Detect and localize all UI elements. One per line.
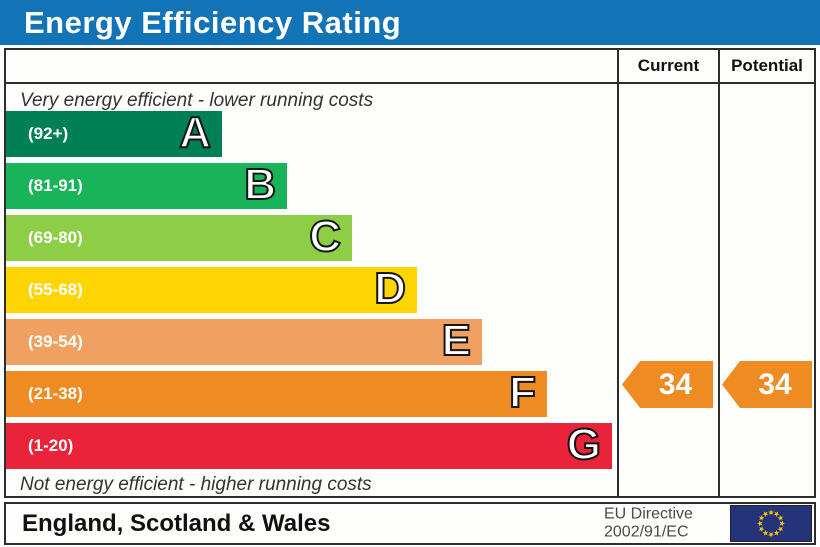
- eu-directive-label: EU Directive 2002/91/EC: [604, 505, 693, 542]
- band-c-range: (69-80): [28, 228, 83, 247]
- potential-rating-arrow: 34: [722, 361, 812, 408]
- current-column-header: Current: [637, 56, 700, 75]
- eu-flag-icon: [730, 505, 812, 542]
- potential-column-header: Potential: [731, 56, 803, 75]
- band-g-range: (1-20): [28, 436, 74, 455]
- band-b-letter: B: [243, 160, 277, 210]
- current-rating-arrow: 34: [622, 361, 713, 408]
- eu-directive-line2: 2002/91/EC: [604, 523, 689, 541]
- current-column-divider: [617, 50, 619, 496]
- title-bar: Energy Efficiency Rating: [0, 0, 820, 45]
- rating-chart: Current Potential Very energy efficient …: [4, 48, 816, 498]
- bottom-note: Not energy efficient - higher running co…: [20, 474, 372, 495]
- band-row-a: (92+) A: [6, 108, 222, 158]
- band-row-d: (55-68) D: [6, 264, 417, 314]
- current-rating-value: 34: [658, 367, 693, 401]
- band-row-c: (69-80) C: [6, 212, 352, 262]
- band-a-range: (92+): [28, 124, 69, 143]
- band-e-letter: E: [441, 316, 472, 366]
- potential-rating-value: 34: [758, 367, 792, 401]
- band-row-e: (39-54) E: [6, 316, 482, 366]
- page-title: Energy Efficiency Rating: [24, 4, 402, 40]
- top-note: Very energy efficient - lower running co…: [20, 90, 374, 111]
- band-a-letter: A: [178, 108, 212, 158]
- potential-column-divider: [718, 50, 720, 496]
- band-f-letter: F: [508, 368, 537, 418]
- band-c-letter: C: [308, 212, 342, 262]
- eu-directive-line1: EU Directive: [604, 505, 693, 523]
- region-label: England, Scotland & Wales: [22, 509, 331, 537]
- band-b-range: (81-91): [28, 176, 83, 195]
- band-e-range: (39-54): [28, 332, 83, 351]
- band-d-letter: D: [373, 264, 407, 314]
- footer-bar: England, Scotland & Wales EU Directive 2…: [4, 502, 816, 545]
- band-d-range: (55-68): [28, 280, 83, 299]
- band-row-b: (81-91) B: [6, 160, 287, 210]
- band-row-g: (1-20) G: [6, 420, 612, 470]
- header-divider: [6, 82, 814, 84]
- band-row-f: (21-38) F: [6, 368, 547, 418]
- band-g-letter: G: [566, 420, 602, 470]
- band-f-range: (21-38): [28, 384, 83, 403]
